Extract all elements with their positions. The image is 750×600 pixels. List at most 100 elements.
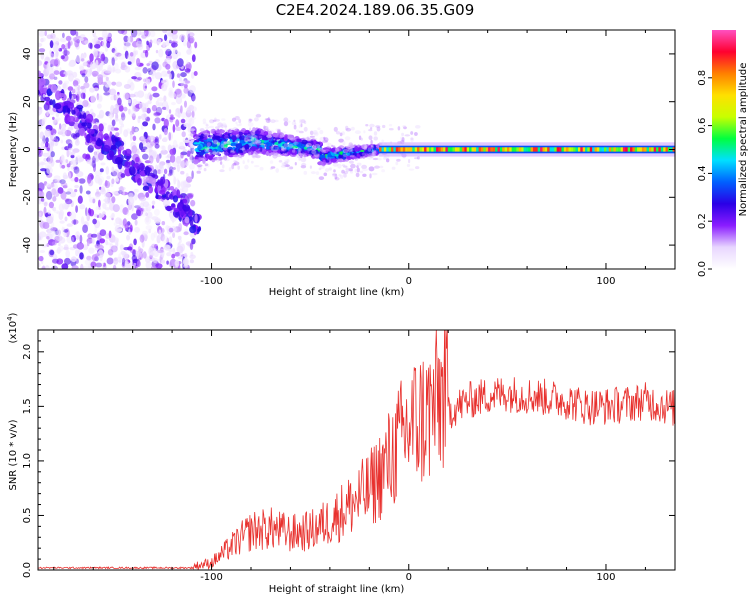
- noise-speck: [129, 55, 136, 64]
- noise-speck: [63, 244, 69, 250]
- halo-speck: [361, 152, 366, 156]
- band-speck: [241, 135, 246, 141]
- halo-speck: [255, 142, 261, 146]
- halo-speck: [217, 122, 223, 128]
- noise-speck: [183, 83, 188, 89]
- noise-speck: [186, 194, 194, 200]
- noise-speck: [148, 70, 154, 75]
- streak-speck: [142, 185, 149, 191]
- noise-speck: [69, 246, 76, 251]
- halo-speck: [221, 164, 225, 169]
- streak-speck: [124, 161, 131, 168]
- x-tick-label: 100: [596, 572, 615, 583]
- noise-speck: [186, 49, 192, 55]
- noise-speck: [119, 125, 123, 135]
- x-tick-label: -100: [200, 572, 223, 583]
- halo-speck: [341, 164, 346, 167]
- noise-speck: [70, 133, 77, 138]
- band-speck: [325, 158, 330, 163]
- halo-speck: [312, 145, 316, 149]
- noise-speck: [84, 76, 89, 83]
- carrier-cell: [585, 147, 588, 152]
- carrier-cell: [651, 147, 654, 152]
- band-speck: [261, 139, 265, 143]
- halo-speck: [281, 162, 287, 166]
- noise-speck: [55, 50, 59, 57]
- noise-speck: [82, 62, 88, 67]
- band-speck: [248, 131, 253, 135]
- carrier-cell: [445, 147, 448, 152]
- colorbar-label: Normalized spectral amplitude: [738, 63, 749, 217]
- halo-speck: [300, 165, 307, 169]
- streak-speck: [103, 133, 109, 141]
- streak-speck: [189, 225, 197, 234]
- halo-speck: [204, 132, 210, 136]
- halo-speck: [287, 136, 291, 139]
- band-speck: [268, 130, 272, 136]
- carrier-cell: [533, 147, 536, 152]
- halo-speck: [319, 165, 325, 169]
- noise-speck: [191, 106, 197, 112]
- noise-speck: [86, 241, 90, 247]
- noise-speck: [113, 222, 118, 226]
- halo-speck: [369, 127, 373, 130]
- noise-speck: [155, 263, 163, 269]
- halo-speck: [202, 122, 208, 125]
- noise-speck: [120, 173, 126, 178]
- noise-speck: [126, 234, 131, 241]
- noise-speck: [61, 226, 65, 232]
- band-speck: [232, 154, 240, 158]
- halo-speck: [354, 168, 358, 173]
- halo-speck: [337, 163, 342, 169]
- noise-speck: [104, 180, 111, 189]
- halo-speck: [276, 139, 281, 142]
- carrier-cell: [589, 147, 593, 152]
- halo-speck: [325, 168, 329, 172]
- noise-speck: [166, 252, 172, 257]
- noise-speck: [176, 73, 181, 78]
- carrier-cell: [630, 147, 633, 152]
- noise-speck: [162, 235, 169, 244]
- halo-speck: [402, 125, 407, 128]
- noise-speck: [127, 246, 133, 251]
- noise-speck: [154, 117, 161, 124]
- halo-speck: [372, 152, 375, 156]
- halo-speck: [270, 146, 274, 151]
- noise-speck: [126, 128, 131, 134]
- halo-speck: [267, 136, 273, 141]
- noise-speck: [79, 34, 86, 39]
- noise-speck: [132, 249, 136, 257]
- noise-speck: [71, 88, 76, 94]
- halo-speck: [314, 153, 319, 158]
- noise-speck: [180, 80, 185, 89]
- halo-speck: [247, 159, 250, 163]
- halo-speck: [363, 130, 366, 134]
- band-speck: [203, 134, 207, 138]
- carrier-cell: [459, 147, 463, 152]
- noise-speck: [181, 131, 186, 138]
- halo-speck: [318, 176, 325, 181]
- halo-speck: [368, 166, 375, 172]
- noise-speck: [51, 231, 57, 240]
- noise-speck: [38, 199, 41, 205]
- carrier-cell: [443, 147, 446, 152]
- halo-speck: [196, 134, 199, 140]
- noise-speck: [52, 138, 58, 142]
- noise-speck: [64, 257, 71, 265]
- noise-speck: [91, 70, 99, 77]
- noise-speck: [147, 100, 152, 105]
- carrier-cell: [473, 147, 477, 152]
- noise-speck: [189, 128, 196, 132]
- carrier-cell: [561, 147, 564, 152]
- noise-speck: [46, 215, 54, 225]
- noise-speck: [74, 176, 79, 183]
- noise-speck: [168, 87, 174, 94]
- noise-speck: [142, 121, 149, 127]
- band-speck: [206, 130, 211, 136]
- noise-speck: [94, 191, 101, 197]
- snr-panel: -100 0 100 0.0 0.5 1.0 1.5 2.0 Height of strai…: [6, 312, 676, 595]
- noise-speck: [180, 151, 188, 156]
- halo-speck: [332, 173, 337, 177]
- halo-speck: [363, 146, 367, 151]
- carrier-cell: [414, 147, 418, 152]
